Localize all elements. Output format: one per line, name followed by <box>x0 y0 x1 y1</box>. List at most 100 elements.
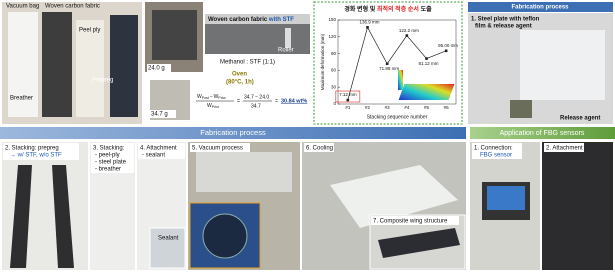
x-tick-label: #2 <box>365 105 371 110</box>
photo-part <box>52 165 74 268</box>
data-label: 136.9 mm <box>359 20 379 25</box>
label: Prepreg <box>92 78 113 84</box>
label: Methanol : STF (1:1) <box>220 60 275 66</box>
label: Roller <box>278 48 294 54</box>
band-title: Fabrication process <box>200 128 266 137</box>
label: FBG sensor <box>480 153 512 159</box>
label-box <box>371 216 459 225</box>
marker <box>346 98 350 102</box>
title-part: 최적의 적층 순서 <box>377 5 419 13</box>
x-tick-label: #5 <box>424 105 430 110</box>
f: Post <box>202 96 209 100</box>
marker <box>385 62 389 66</box>
label: - breather <box>95 167 121 173</box>
y-tick-label: 90 <box>331 51 337 56</box>
label: 6. Cooling <box>306 146 333 152</box>
formula-result: 30.84 wt% <box>281 98 307 104</box>
photo-part <box>510 100 532 118</box>
photo-inset <box>149 227 186 269</box>
label-box <box>3 143 79 160</box>
label: 2. Stacking: prepreg <box>5 146 59 152</box>
label-box <box>472 143 522 159</box>
title-part: Woven carbon fabric <box>208 17 269 23</box>
photo-part <box>8 12 38 117</box>
marker <box>444 49 448 53</box>
photo-part <box>202 213 248 259</box>
formula-num: 34.7 − 24.0 <box>244 94 269 100</box>
label: 4. Attachment <box>140 146 177 152</box>
marker <box>366 26 369 29</box>
photo <box>542 142 613 270</box>
label: 1. Steel plate with teflon <box>471 17 540 23</box>
label: Sealant <box>158 236 179 242</box>
plot-frame <box>337 19 457 105</box>
chart-title: 경화 변형 및 최적의 적층 순서 도출 <box>344 5 432 13</box>
title-part: 경화 변형 및 <box>344 5 377 13</box>
label-box <box>150 110 176 118</box>
roller <box>285 28 291 48</box>
label: 5. Vacuum process <box>192 146 243 152</box>
x-tick-label: #3 <box>385 105 391 110</box>
f: Prior <box>212 105 220 109</box>
marker <box>425 57 428 60</box>
photo-part <box>10 165 32 268</box>
formula-den: WPrior <box>207 103 220 109</box>
label: 1. Connection: <box>474 146 513 152</box>
f: − <box>210 94 213 100</box>
photo-part <box>330 165 458 228</box>
line <box>347 26 447 101</box>
photo-part <box>42 12 72 117</box>
photo-part <box>196 152 292 192</box>
label: 3. Stacking: <box>93 146 125 152</box>
y-axis-label: Maximum deformation (mm) <box>320 33 325 90</box>
photo-title: Woven carbon fabric with STF <box>208 17 294 23</box>
title-part: 도출 <box>419 5 432 13</box>
label: Peel ply <box>79 28 100 34</box>
photo-part <box>378 228 460 258</box>
label: - peel-ply <box>95 153 120 159</box>
data-label: 81.12 mm <box>418 61 438 66</box>
x-tick-label: #4 <box>404 105 410 110</box>
photo-part <box>487 186 525 210</box>
label: 24.0 g <box>148 66 165 72</box>
colorbar <box>398 70 403 90</box>
label: Release agent <box>560 116 600 122</box>
photo-part <box>152 10 197 60</box>
label: 7. Composite wing structure <box>373 219 448 225</box>
highlight-box <box>335 90 361 103</box>
label: 34.7 g <box>151 112 168 118</box>
label: Vacuum bag <box>6 4 39 10</box>
label-box <box>304 143 334 152</box>
x-tick-label: #1 <box>345 105 351 110</box>
label-box <box>147 64 171 72</box>
label: Oven <box>232 72 247 78</box>
formula-den: 34.7 <box>251 103 261 109</box>
deformation-map <box>398 84 455 100</box>
label: Breather <box>10 96 33 102</box>
photo-part <box>110 15 138 117</box>
photo-part <box>520 30 605 100</box>
f: Prior <box>218 96 226 100</box>
f: W <box>207 103 212 109</box>
label: Woven carbon fabric <box>45 4 100 10</box>
header <box>468 2 613 12</box>
label-box <box>190 143 250 152</box>
formula-eq: = <box>237 98 240 104</box>
formula-num: WPost−WPrior <box>197 94 227 100</box>
label: - steel plate <box>95 160 127 166</box>
y-tick-label: 120 <box>328 34 336 39</box>
marker <box>405 34 409 37</box>
band <box>470 127 615 139</box>
label-box <box>91 143 134 173</box>
y-tick-label: 30 <box>331 84 337 89</box>
data-label: 7.12 mm <box>339 92 357 97</box>
band <box>0 127 466 139</box>
label: → w/ STF, w/o STF <box>10 153 62 159</box>
label: - sealant <box>142 153 165 159</box>
f: W <box>197 94 202 100</box>
band-title: Application of FBG sensors <box>500 130 585 137</box>
y-tick-label: 0 <box>333 101 336 106</box>
title-part: with STF <box>268 17 294 23</box>
formula-eq: = <box>275 98 278 104</box>
